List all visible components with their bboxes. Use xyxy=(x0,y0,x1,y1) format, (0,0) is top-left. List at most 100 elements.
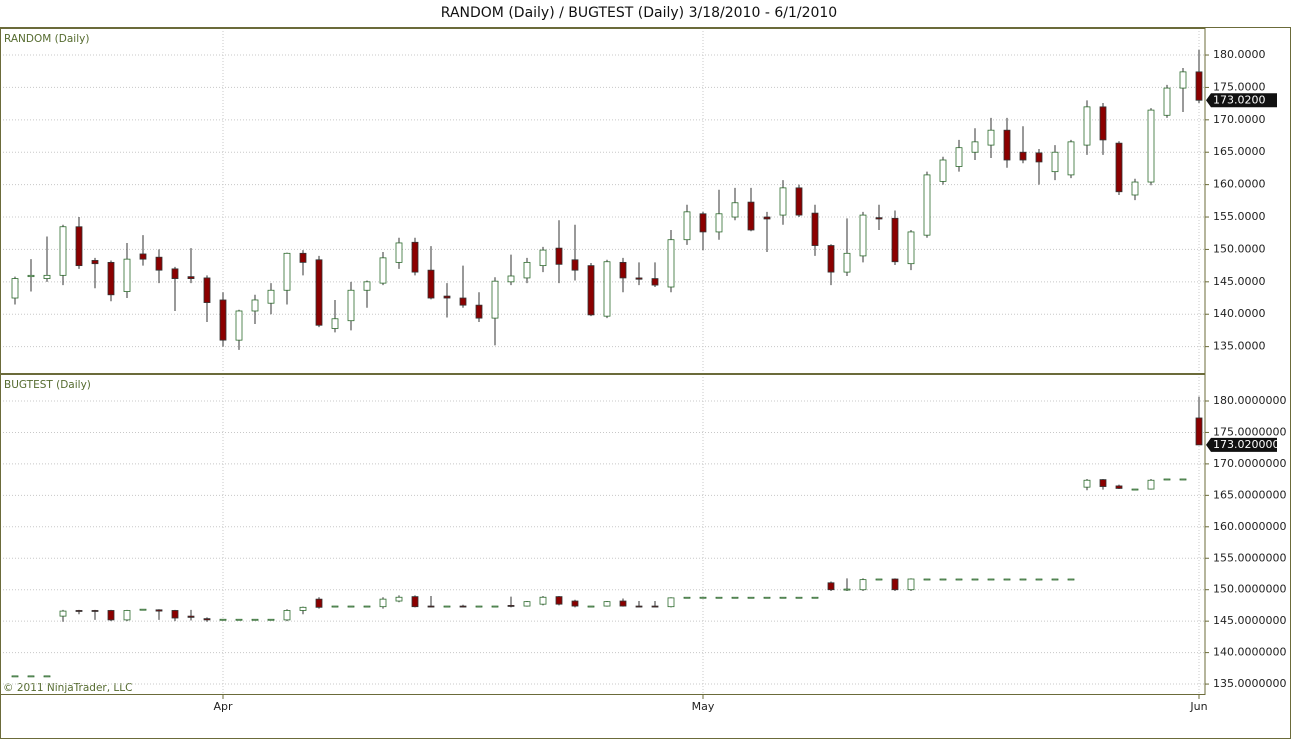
candle-body xyxy=(267,289,275,304)
candle-body xyxy=(1115,485,1123,489)
y-tick-label: 160.0000 xyxy=(1213,178,1266,191)
candle-body xyxy=(1163,87,1171,116)
candle-body xyxy=(251,618,259,621)
candle-body xyxy=(651,605,659,608)
candle-body xyxy=(699,213,707,233)
candle-body xyxy=(651,278,659,286)
candle-body xyxy=(747,201,755,231)
candle-body xyxy=(907,231,915,265)
candle-body xyxy=(187,615,195,618)
candle-body xyxy=(59,610,67,617)
candle-body xyxy=(443,605,451,608)
candle-body xyxy=(299,252,307,263)
y-tick-label: 135.0000000 xyxy=(1213,677,1286,690)
candle-body xyxy=(203,277,211,303)
candle-body xyxy=(507,275,515,283)
candle-body xyxy=(747,596,755,599)
candle-body xyxy=(875,578,883,581)
candle-body xyxy=(859,214,867,257)
y-tick-label: 135.0000 xyxy=(1213,340,1266,353)
candle-body xyxy=(827,245,835,273)
candle-body xyxy=(43,675,51,678)
last-price-box xyxy=(1206,93,1277,108)
candle-body xyxy=(11,675,19,678)
candle-body xyxy=(1131,181,1139,196)
candle-body xyxy=(1179,71,1187,89)
candle-body xyxy=(795,596,803,599)
candle-body xyxy=(107,261,115,296)
candle-body xyxy=(267,618,275,621)
candle-body xyxy=(811,596,819,599)
candle-body xyxy=(331,605,339,608)
candle-body xyxy=(555,596,563,605)
candle-body xyxy=(971,578,979,581)
candle-body xyxy=(315,598,323,608)
candle-body xyxy=(155,609,163,612)
candle-body xyxy=(1131,488,1139,491)
x-tick-label: Jun xyxy=(1189,700,1207,713)
candle-body xyxy=(955,578,963,581)
candle-body xyxy=(763,216,771,220)
candle-body xyxy=(11,278,19,299)
candle-body xyxy=(843,252,851,273)
candle-body xyxy=(395,242,403,263)
copyright: © 2011 NinjaTrader, LLC xyxy=(3,682,132,694)
y-tick-label: 180.0000000 xyxy=(1213,394,1286,407)
y-tick-label: 160.0000000 xyxy=(1213,520,1286,533)
candle-body xyxy=(235,310,243,341)
y-tick-label: 150.0000 xyxy=(1213,242,1266,255)
candle-body xyxy=(219,299,227,341)
candle-body xyxy=(443,295,451,299)
candle-body xyxy=(859,579,867,591)
candle-body xyxy=(27,675,35,678)
last-price-box xyxy=(1206,437,1277,452)
candle-body xyxy=(683,596,691,599)
candle-body xyxy=(1003,129,1011,161)
candle-body xyxy=(235,618,243,621)
candle-body xyxy=(571,600,579,607)
candle-body xyxy=(635,605,643,608)
y-tick-label: 170.0000000 xyxy=(1213,457,1286,470)
candle-body xyxy=(1163,478,1171,481)
y-tick-label: 145.0000 xyxy=(1213,275,1266,288)
candle-body xyxy=(923,174,931,236)
y-tick-label: 150.0000000 xyxy=(1213,583,1286,596)
candle-body xyxy=(811,212,819,246)
candle-body xyxy=(539,596,547,605)
candle-body xyxy=(251,299,259,312)
y-tick-label: 165.0000 xyxy=(1213,145,1266,158)
last-price-label: 173.0200 xyxy=(1213,93,1266,106)
candle-body xyxy=(475,304,483,319)
candle-body xyxy=(1195,417,1203,446)
candle-body xyxy=(347,289,355,322)
candle-body xyxy=(795,187,803,216)
y-tick-label: 180.0000 xyxy=(1213,48,1266,61)
y-tick-label: 155.0000000 xyxy=(1213,551,1286,564)
candle-body xyxy=(731,596,739,599)
candle-body xyxy=(1035,152,1043,163)
candle-body xyxy=(107,610,115,621)
last-price-marker: 173.0200 xyxy=(1206,93,1277,108)
y-tick-label: 140.0000000 xyxy=(1213,646,1286,659)
candle-body xyxy=(667,597,675,608)
candle-body xyxy=(539,249,547,267)
candle-body xyxy=(619,600,627,607)
candle-body xyxy=(59,226,67,276)
candle-body xyxy=(43,274,51,279)
candle-body xyxy=(379,598,387,608)
chart-title: RANDOM (Daily) / BUGTEST (Daily) 3/18/20… xyxy=(441,5,837,21)
panel-title: BUGTEST (Daily) xyxy=(4,379,91,391)
candle-body xyxy=(363,281,371,291)
candle-body xyxy=(1195,71,1203,101)
candle-body xyxy=(667,239,675,288)
candle-body xyxy=(715,596,723,599)
candle-body xyxy=(1147,479,1155,490)
candle-body xyxy=(923,578,931,581)
candle-body xyxy=(939,578,947,581)
y-tick-label: 155.0000 xyxy=(1213,210,1266,223)
candle-body xyxy=(139,608,147,611)
outer-frame xyxy=(0,27,1291,739)
candle-body xyxy=(907,578,915,591)
last-price-label: 173.0200000 xyxy=(1213,438,1286,451)
